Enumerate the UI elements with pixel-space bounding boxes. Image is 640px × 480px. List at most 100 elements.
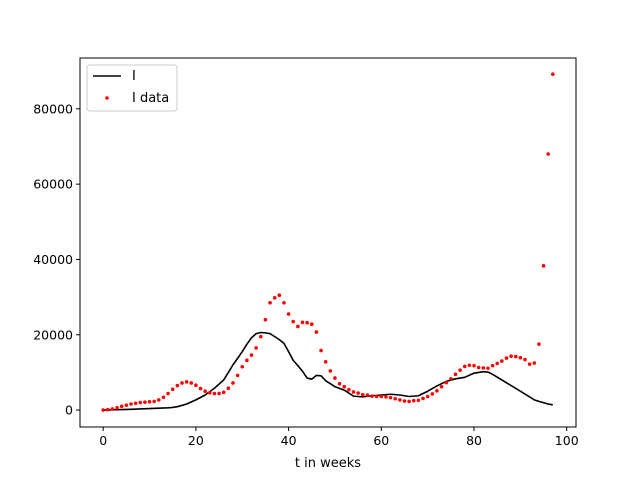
data-point: [305, 320, 309, 325]
plot-frame: [79, 57, 577, 428]
data-point: [444, 380, 449, 385]
data-point: [333, 376, 337, 380]
data-point: [476, 365, 481, 370]
data-point: [551, 72, 555, 76]
data-point: [147, 399, 152, 404]
data-point: [365, 393, 370, 397]
data-point: [286, 312, 291, 316]
data-point: [328, 369, 333, 373]
y-axis: 0 20000 40000 60000 80000: [33, 101, 80, 418]
data-point: [221, 390, 226, 395]
y-tick-label: 40000: [33, 252, 73, 267]
legend-dot-swatch: [105, 96, 109, 100]
data-point: [119, 404, 124, 409]
x-tick-label: 60: [373, 433, 389, 448]
data-point: [258, 334, 263, 339]
data-point: [198, 386, 203, 391]
data-point: [166, 391, 170, 396]
data-point: [541, 264, 546, 268]
data-point: [296, 324, 300, 329]
data-point: [347, 387, 351, 392]
data-point: [351, 390, 356, 394]
data-point: [402, 399, 407, 403]
data-point: [106, 407, 110, 412]
data-point: [411, 398, 416, 403]
series-line-0: [103, 331, 553, 411]
data-point: [379, 394, 384, 399]
y-tick-label: 60000: [33, 177, 73, 192]
data-point: [272, 296, 277, 300]
data-point: [453, 372, 458, 377]
data-point: [449, 377, 453, 381]
data-point: [189, 381, 194, 385]
legend-label-i-data: I data: [132, 91, 169, 106]
data-point: [203, 389, 207, 394]
x-tick-label: 40: [281, 433, 297, 448]
data-point: [180, 381, 184, 385]
data-point: [467, 363, 472, 368]
data-point: [129, 402, 133, 406]
plot-area: [101, 72, 555, 412]
data-point: [161, 395, 166, 400]
data-point: [314, 330, 319, 334]
data-point: [291, 319, 296, 324]
y-tick-label: 20000: [33, 327, 73, 342]
data-point: [101, 408, 105, 412]
data-point: [212, 391, 217, 396]
data-point: [184, 380, 189, 384]
data-point: [277, 293, 282, 298]
data-point: [323, 360, 328, 364]
data-point: [133, 401, 138, 406]
data-point: [398, 398, 402, 402]
x-axis-label: t in weeks: [295, 456, 361, 471]
data-point: [110, 407, 115, 411]
data-point: [152, 399, 156, 404]
data-point: [254, 346, 258, 350]
data-point: [337, 381, 342, 386]
data-point: [268, 300, 272, 305]
data-point: [523, 357, 527, 362]
x-tick-label: 20: [188, 433, 204, 448]
data-point: [282, 300, 286, 305]
data-point: [513, 354, 518, 359]
data-point: [527, 362, 532, 366]
data-point: [245, 358, 249, 363]
data-point: [175, 383, 180, 388]
data-point: [393, 396, 398, 401]
data-point: [226, 386, 231, 391]
data-point: [360, 392, 365, 397]
y-tick-label: 80000: [33, 101, 73, 116]
data-point: [486, 366, 490, 371]
x-tick-label: 100: [555, 433, 579, 448]
data-point: [472, 363, 476, 368]
data-point: [425, 394, 430, 399]
data-point: [518, 355, 523, 360]
data-point: [430, 392, 435, 396]
data-point: [143, 400, 147, 404]
x-tick-label: 0: [99, 433, 107, 448]
data-point: [207, 390, 212, 395]
data-point: [374, 394, 379, 399]
data-point: [217, 391, 221, 396]
data-point: [124, 403, 129, 407]
data-point: [504, 356, 509, 360]
data-point: [170, 387, 175, 392]
data-point: [194, 383, 198, 388]
data-point: [407, 399, 411, 404]
data-point: [384, 395, 388, 399]
data-point: [388, 395, 393, 400]
data-point: [509, 354, 513, 359]
data-point: [537, 342, 541, 346]
data-point: [309, 322, 314, 327]
data-point: [439, 384, 444, 389]
data-point: [481, 366, 486, 370]
data-point: [342, 384, 347, 389]
data-point: [500, 359, 504, 363]
data-point: [421, 396, 425, 401]
data-point: [546, 152, 550, 156]
data-point: [458, 368, 462, 372]
data-point: [462, 364, 467, 369]
data-point: [240, 364, 245, 369]
data-point: [249, 353, 254, 357]
